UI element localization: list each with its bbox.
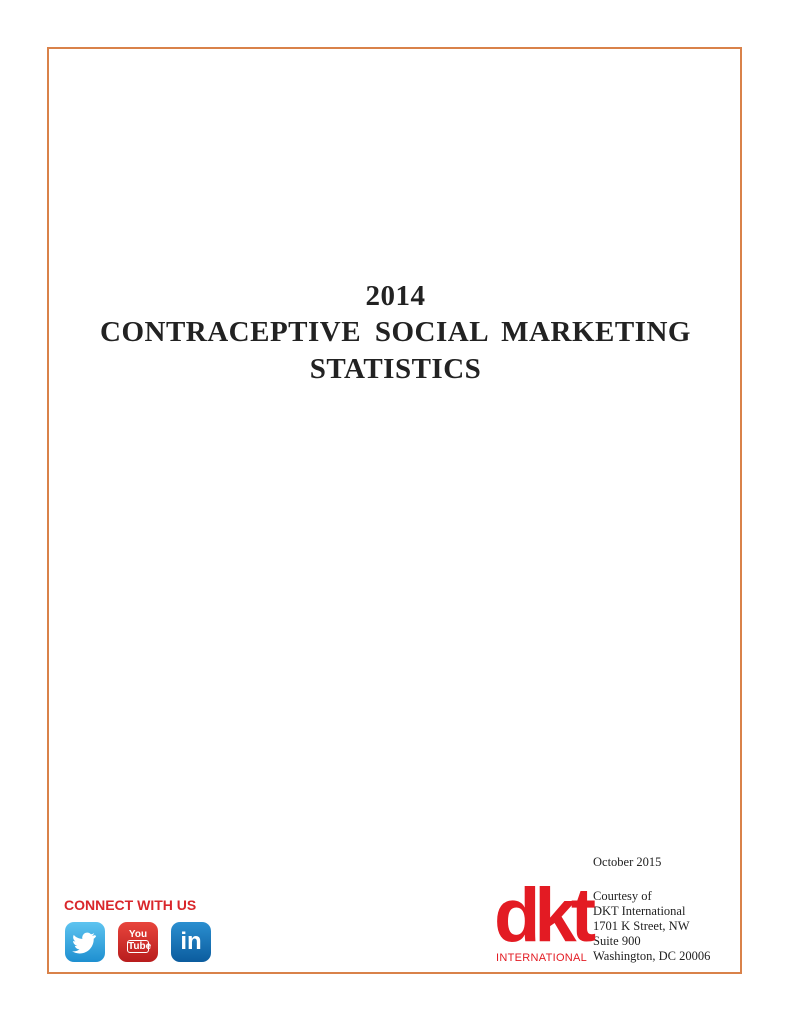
logo-subtitle: INTERNATIONAL [496,952,588,964]
logo: dkt [494,873,596,958]
address-line: Washington, DC 20006 [593,949,711,963]
address: Courtesy of DKT International 1701 K Str… [593,889,710,964]
page-frame [47,47,742,974]
title-year: 2014 [365,280,426,312]
twitter-bird [72,932,97,954]
date: October 2015 [593,855,662,869]
youtube-label: Tube [127,940,152,953]
youtube-label: You [128,929,148,940]
youtube-icon[interactable]: You Tube [118,922,158,962]
title-line: CONTRACEPTIVE SOCIAL MARKETING [100,316,691,348]
address-line: Suite 900 [593,934,641,948]
twitter-icon[interactable] [65,922,105,962]
linkedin-icon[interactable]: in [171,922,211,962]
address-line: 1701 K Street, NW [593,919,690,933]
address-line: Courtesy of [593,889,652,903]
address-line: DKT International [593,904,686,918]
social-heading: CONNECT WITH US [64,897,197,913]
title-line: STATISTICS [309,353,482,385]
